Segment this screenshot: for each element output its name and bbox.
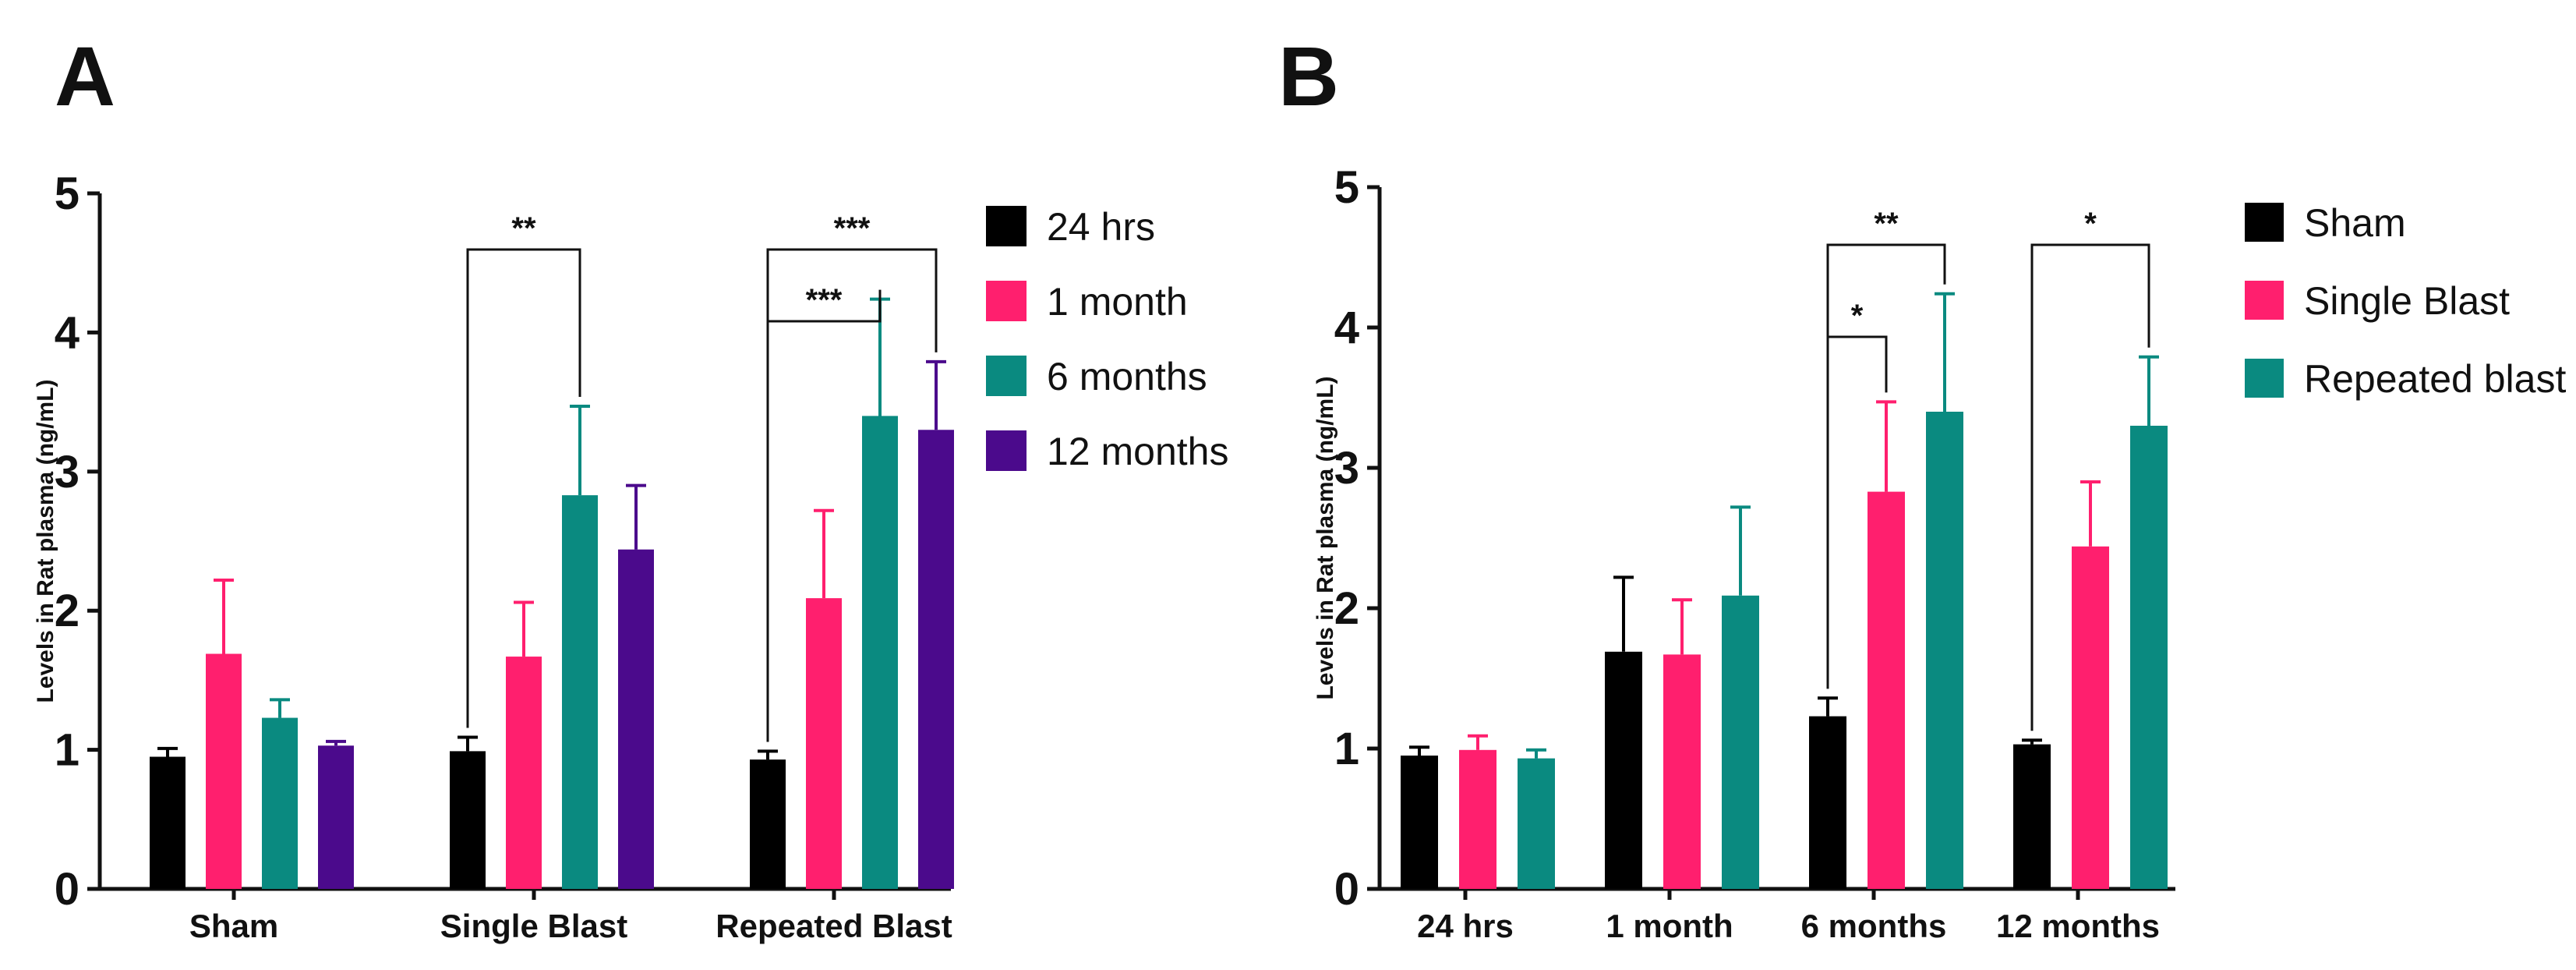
- legend-swatch: [986, 356, 1027, 396]
- bar: [1518, 758, 1555, 889]
- bar: [862, 416, 898, 889]
- bar: [750, 759, 786, 889]
- x-category-label: 1 month: [1606, 908, 1733, 944]
- panel-letter: A: [55, 29, 115, 123]
- significance-bracket: [1826, 243, 1946, 689]
- legend-swatch: [986, 206, 1027, 246]
- x-category-label: Repeated Blast: [716, 908, 952, 944]
- significance-label: ***: [806, 283, 843, 317]
- bar: [206, 653, 242, 889]
- y-axis-title: Levels in Rat plasma (ng/mL): [1313, 376, 1338, 699]
- legend-swatch: [2245, 359, 2284, 398]
- legend-label: 1 month: [1047, 280, 1188, 324]
- significance-label: **: [1874, 207, 1899, 241]
- bar: [1926, 412, 1963, 889]
- bar: [1605, 651, 1642, 889]
- legend-swatch: [986, 281, 1027, 321]
- y-tick-label: 0: [55, 864, 80, 915]
- bar: [562, 495, 598, 889]
- significance-bracket: [2030, 243, 2150, 731]
- bar: [1459, 749, 1496, 889]
- x-category-label: 6 months: [1801, 908, 1947, 944]
- y-tick-label: 1: [1334, 724, 1359, 774]
- bar: [1663, 654, 1701, 889]
- y-tick-label: 2: [1334, 583, 1359, 634]
- legend-label: 12 months: [1047, 430, 1228, 473]
- x-category-label: Single Blast: [440, 908, 627, 944]
- y-tick-label: 3: [55, 447, 80, 497]
- bar: [1401, 756, 1438, 889]
- bar: [2072, 546, 2109, 889]
- bar: [2013, 744, 2051, 889]
- chart-panel-b: B 0 1 2 3 4 5 Levels in Rat plasma (ng/mL) 24 hr…: [1278, 29, 2566, 944]
- y-tick-label: 4: [55, 307, 80, 358]
- significance-bracket: [766, 248, 938, 742]
- legend-label: 24 hrs: [1047, 205, 1155, 249]
- legend-label: Sham: [2304, 201, 2406, 245]
- y-tick-label: 2: [55, 586, 80, 636]
- bar: [450, 751, 486, 889]
- panel-letter: B: [1278, 29, 1339, 123]
- significance-bracket: [466, 248, 581, 728]
- y-tick-label: 5: [1334, 162, 1359, 213]
- x-category-label: 24 hrs: [1417, 908, 1514, 944]
- y-tick-label: 1: [55, 725, 80, 776]
- legend-swatch: [2245, 281, 2284, 320]
- x-category-label: Sham: [189, 908, 278, 944]
- y-tick-label: 0: [1334, 864, 1359, 915]
- bar: [1722, 595, 1759, 889]
- y-tick-label: 5: [55, 168, 80, 219]
- significance-label: *: [2084, 207, 2097, 241]
- chart-panel-a: A 0 1 2 3 4 5 Levels in Rat plasma (ng/mL) Sham S…: [33, 29, 1228, 944]
- bar: [150, 756, 186, 889]
- y-tick-label: 4: [1334, 303, 1359, 353]
- bar: [918, 430, 954, 889]
- legend-swatch: [986, 430, 1027, 471]
- x-category-label: 12 months: [1996, 908, 2160, 944]
- bar: [262, 717, 298, 889]
- y-axis-title: Levels in Rat plasma (ng/mL): [33, 379, 58, 703]
- bar: [618, 549, 654, 889]
- legend-swatch: [2245, 203, 2284, 242]
- significance-label: *: [1851, 299, 1864, 333]
- significance-label: ***: [834, 211, 871, 246]
- legend-label: Single Blast: [2304, 279, 2510, 323]
- bar: [506, 657, 542, 889]
- legend-label: Repeated blast: [2304, 357, 2566, 401]
- bar: [1809, 716, 1846, 889]
- bar: [318, 745, 354, 889]
- legend-label: 6 months: [1047, 355, 1207, 398]
- bar: [2130, 426, 2168, 889]
- bar: [806, 598, 842, 889]
- significance-label: **: [511, 211, 536, 246]
- bar: [1868, 491, 1905, 889]
- y-tick-label: 3: [1334, 443, 1359, 494]
